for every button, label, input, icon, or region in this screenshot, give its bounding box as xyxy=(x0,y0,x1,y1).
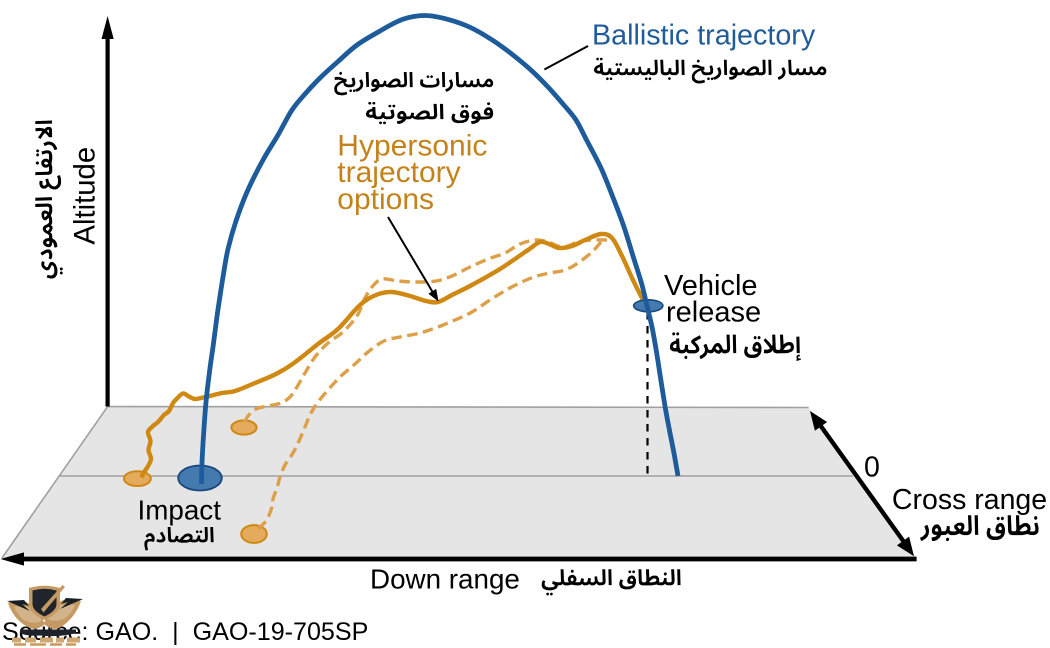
svg-text:options: options xyxy=(337,183,434,216)
svg-text:Ballistic trajectory: Ballistic trajectory xyxy=(592,20,816,52)
svg-text:0: 0 xyxy=(864,451,880,483)
svg-text:Down range: Down range xyxy=(370,564,520,595)
svg-text:release: release xyxy=(666,297,761,329)
svg-text:Cross range: Cross range xyxy=(892,484,1047,516)
svg-text:Impact: Impact xyxy=(138,495,222,526)
svg-text:trajectory: trajectory xyxy=(337,156,460,189)
svg-text:Hypersonic: Hypersonic xyxy=(337,130,487,163)
svg-text:Altitude: Altitude xyxy=(69,147,102,245)
svg-text:Vehicle: Vehicle xyxy=(664,270,758,302)
